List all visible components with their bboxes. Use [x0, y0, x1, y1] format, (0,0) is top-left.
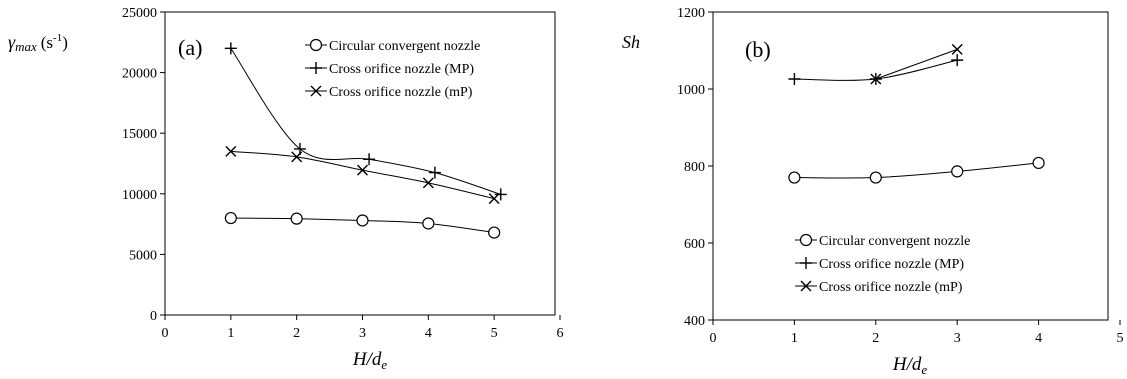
- series-x: [225, 145, 500, 205]
- legend-label: Cross orifice nozzle (mP): [329, 85, 473, 100]
- x-tick-label: 6: [557, 326, 564, 341]
- x-tick-label: 1: [227, 326, 234, 341]
- x-tick-label: 5: [1117, 331, 1124, 346]
- legend-marker: [310, 85, 322, 97]
- x-tick-label: 0: [710, 331, 717, 346]
- data-point: [224, 211, 237, 225]
- legend-entry: Cross orifice nozzle (MP): [795, 257, 964, 272]
- data-point: [357, 164, 368, 176]
- data-point: [356, 214, 369, 227]
- x-axis-label: H/de: [352, 349, 388, 372]
- series-circle: [788, 156, 1045, 184]
- data-point: [422, 177, 434, 189]
- x-tick-label: 2: [293, 326, 300, 341]
- legend-marker: [309, 38, 323, 52]
- y-tick-label: 0: [150, 309, 157, 324]
- legend: Circular convergent nozzle Cross orifice …: [305, 38, 480, 100]
- data-point: [870, 73, 882, 85]
- y-axis-label: Sh: [622, 32, 640, 52]
- series-plus: [788, 54, 964, 85]
- y-tick-label: 600: [684, 237, 705, 252]
- data-point: [869, 171, 882, 184]
- data-point: [788, 171, 801, 184]
- legend-label: Cross orifice nozzle (MP): [329, 62, 474, 77]
- legend-entry: Cross orifice nozzle (mP): [795, 280, 963, 295]
- x-tick-label: 4: [425, 326, 432, 341]
- x-tick-label: 1: [791, 331, 798, 346]
- data-point: [225, 145, 237, 157]
- data-point: [951, 165, 964, 178]
- panel-label: (a): [178, 35, 202, 60]
- legend-entry: Circular convergent nozzle: [305, 38, 480, 54]
- data-point: [951, 43, 963, 55]
- legend-entry: Cross orifice nozzle (MP): [305, 62, 474, 77]
- data-point: [1032, 156, 1045, 170]
- series-line: [875, 48, 958, 80]
- y-tick-label: 25000: [122, 6, 157, 21]
- legend-marker: [800, 257, 812, 269]
- series-x: [870, 43, 963, 85]
- y-tick-label: 5000: [129, 248, 157, 263]
- y-tick-label: 15000: [122, 127, 157, 142]
- data-point: [494, 188, 507, 201]
- legend-marker: [310, 62, 322, 74]
- data-point: [363, 153, 376, 166]
- x-tick-label: 3: [359, 326, 366, 341]
- data-point: [788, 72, 801, 85]
- y-tick-label: 800: [684, 160, 705, 175]
- y-tick-label: 400: [684, 314, 705, 329]
- chart-panel-a: 0 5000 10000 15000 20000 25000 0 1 2 3 4 5 6 (a) γmax(…: [8, 6, 564, 372]
- plot-frame: [164, 11, 556, 316]
- legend: Circular convergent nozzle Cross orifice …: [795, 233, 970, 295]
- legend-marker: [800, 280, 812, 292]
- data-point: [951, 54, 964, 67]
- x-tick-label: 0: [162, 326, 169, 341]
- data-point: [488, 193, 500, 205]
- x-axis-label: H/de: [892, 354, 928, 377]
- legend-entry: Circular convergent nozzle: [795, 233, 970, 249]
- data-point: [290, 212, 303, 225]
- x-tick-label: 3: [954, 331, 961, 346]
- y-tick-label: 20000: [122, 67, 157, 82]
- legend-label: Cross orifice nozzle (mP): [819, 280, 963, 295]
- data-point: [428, 166, 441, 179]
- series-circle: [224, 211, 501, 239]
- legend-label: Circular convergent nozzle: [819, 234, 970, 249]
- legend-marker: [799, 233, 813, 247]
- legend-label: Circular convergent nozzle: [329, 39, 480, 54]
- y-axis-label: γmax (s-1): [8, 32, 68, 54]
- data-point: [422, 217, 435, 230]
- y-tick-label: 1200: [677, 6, 705, 21]
- x-tick-label: 2: [872, 331, 879, 346]
- chart-panel-b: 400 600 800 1000 1200 0 1 2 3 4 5 (b) Sh H/de Circular…: [622, 6, 1124, 377]
- series-line: [794, 162, 1039, 179]
- y-tick-label: 1000: [677, 83, 705, 98]
- series-plus: [224, 42, 507, 201]
- panel-label: (b): [745, 37, 771, 62]
- data-point: [488, 226, 501, 239]
- legend-entry: Cross orifice nozzle (mP): [305, 85, 473, 100]
- x-tick-label: 4: [1035, 331, 1042, 346]
- data-point: [224, 42, 237, 55]
- plot-frame: [712, 11, 1109, 321]
- x-tick-label: 5: [491, 326, 498, 341]
- data-point: [291, 151, 303, 163]
- y-tick-label: 10000: [122, 188, 157, 203]
- legend-label: Cross orifice nozzle (MP): [819, 257, 964, 272]
